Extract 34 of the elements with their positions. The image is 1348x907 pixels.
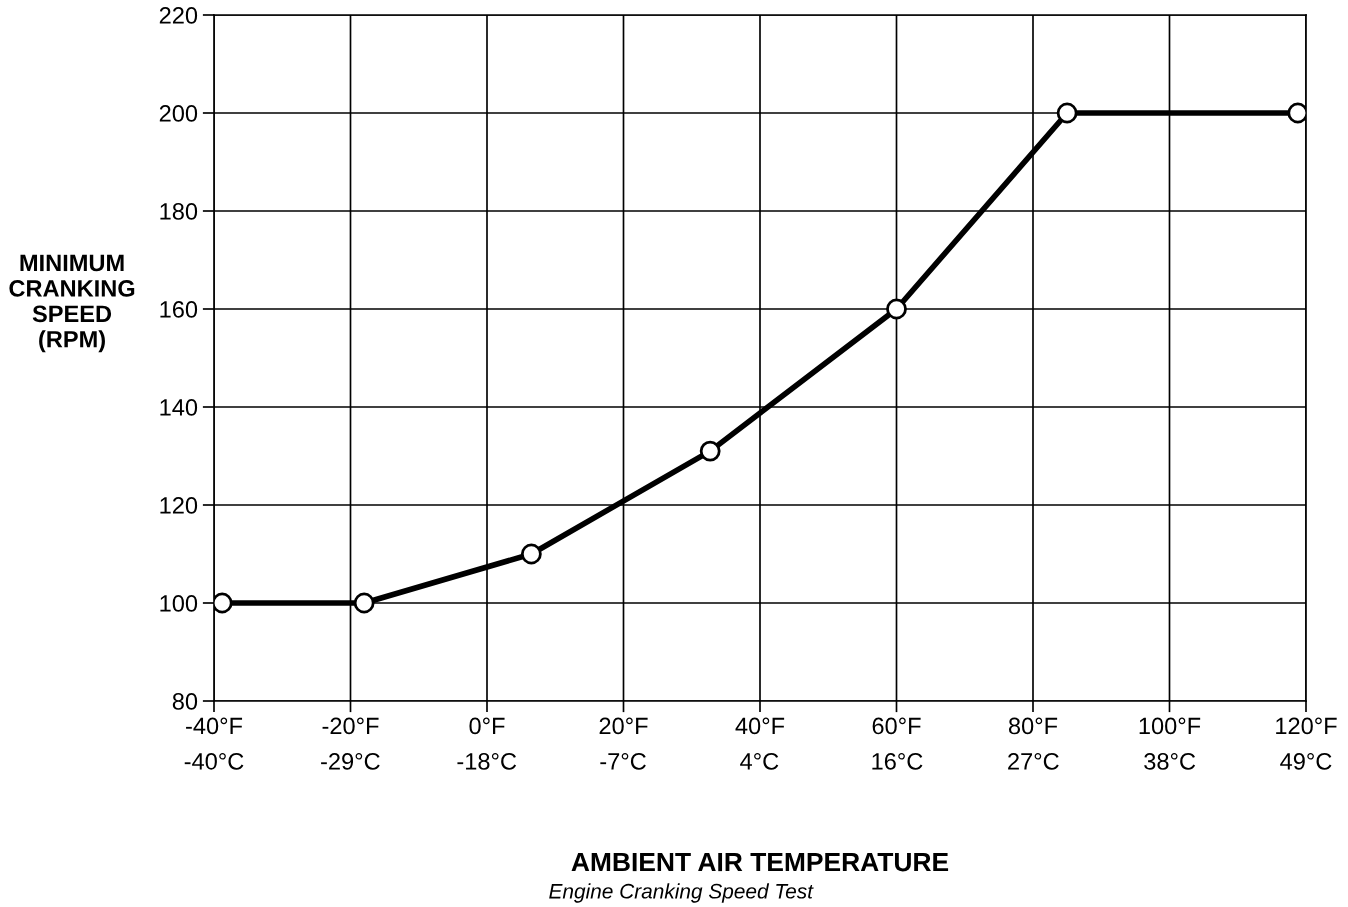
x-tick-label: 0°F [469,717,505,735]
x-axis-title: AMBIENT AIR TEMPERATURE [571,852,949,872]
y-axis-title: MINIMUM CRANKING SPEED (RPM) [9,254,135,353]
x-tick-label: 120°F [1276,717,1337,735]
y-tick-label: 200 [159,105,198,122]
x2-tick-label: 49°C [1280,753,1332,770]
x-tick-label: 80°F [1008,717,1058,735]
y-tick-label: 180 [160,203,198,220]
x2-tick-label: 27°C [1008,753,1059,770]
x-tick-label: 60°F [872,717,921,735]
x-tick-label: -20°F [322,717,379,735]
y-tick-label: 120 [160,497,198,514]
x2-tick-label: -7°C [600,753,646,770]
point [1056,102,1078,124]
y-tick-label: 220 [159,7,198,24]
x-tick-label: -40°F [186,717,243,735]
x2-tick-label: 16°C [872,753,923,770]
y-tick-label: 160 [160,301,198,318]
x-tick-label: 40°F [735,717,785,735]
x2-tick-label: -29°C [321,753,380,770]
point [886,298,907,320]
y-tick-label: 100 [160,595,198,612]
x2-tick-label: 4°C [740,753,779,770]
point [353,592,375,614]
x2-tick-label: -40°C [184,753,244,770]
y-tick-label: 140 [160,399,198,416]
x-tick-label: 20°F [599,717,648,735]
x2-tick-label: 38°C [1144,753,1196,770]
x2-tick-label: -18°C [457,753,517,770]
text: Engine Cranking Speed Test [549,883,814,903]
point [520,543,542,565]
point [699,440,721,462]
y-tick-label: 80 [172,693,198,710]
x-tick-label: 100°F [1139,717,1201,735]
